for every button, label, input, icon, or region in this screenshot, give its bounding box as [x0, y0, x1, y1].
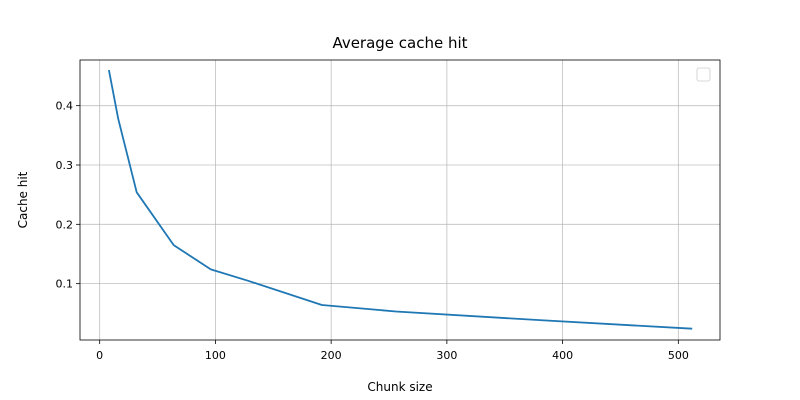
x-axis-ticks: 0 100 200 300 400 500	[96, 340, 689, 362]
legend	[696, 67, 711, 82]
grid	[80, 60, 720, 340]
series-layer	[108, 69, 693, 330]
plot-frame	[79, 59, 721, 341]
y-axis-label: Cache hit	[16, 171, 30, 228]
x-tick-label: 200	[321, 349, 342, 362]
x-tick-label: 500	[668, 349, 689, 362]
x-tick-label: 300	[436, 349, 457, 362]
y-axis-ticks: 0.1 0.2 0.3 0.4	[56, 100, 80, 291]
series-line	[108, 69, 693, 330]
y-tick-label: 0.4	[56, 100, 74, 113]
x-axis-label: Chunk size	[367, 380, 432, 394]
y-tick-label: 0.1	[56, 278, 74, 291]
x-tick-label: 400	[552, 349, 573, 362]
x-tick-label: 0	[96, 349, 103, 362]
x-tick-label: 100	[205, 349, 226, 362]
y-tick-label: 0.3	[56, 159, 74, 172]
y-tick-label: 0.2	[56, 218, 74, 231]
chart-title: Average cache hit	[332, 34, 467, 52]
